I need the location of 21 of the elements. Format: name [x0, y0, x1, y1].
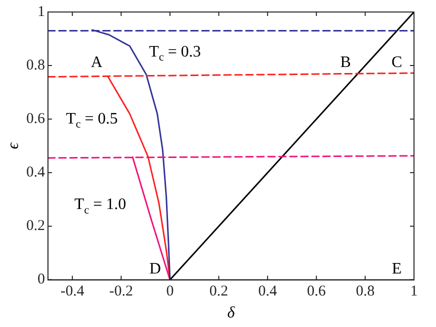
annotation: E [392, 260, 402, 278]
y-tick-label: 0 [37, 272, 45, 288]
y-axis-title: ϵ [4, 142, 22, 150]
y-tick-label: 0.2 [26, 218, 45, 234]
x-tick-label: -0.4 [60, 284, 85, 300]
y-tick-label: 0.8 [26, 57, 45, 74]
x-axis-title: δ [227, 304, 236, 322]
annotation: A [90, 54, 103, 72]
x-tick-label: 0.2 [209, 284, 228, 300]
x-tick-label: 0.4 [258, 284, 278, 300]
annotation: D [149, 260, 161, 278]
x-tick-label: 0.6 [307, 284, 326, 300]
y-tick-label: 1 [37, 4, 45, 20]
annotation: C [391, 54, 402, 72]
x-tick-label: 0.8 [356, 284, 375, 300]
x-tick-label: 0 [166, 284, 174, 300]
y-tick-label: 0.6 [26, 111, 46, 128]
annotation: B [340, 54, 351, 72]
y-tick-label: 0.4 [26, 164, 46, 181]
x-tick-label: 1 [410, 284, 418, 300]
x-tick-label: -0.2 [109, 284, 134, 300]
